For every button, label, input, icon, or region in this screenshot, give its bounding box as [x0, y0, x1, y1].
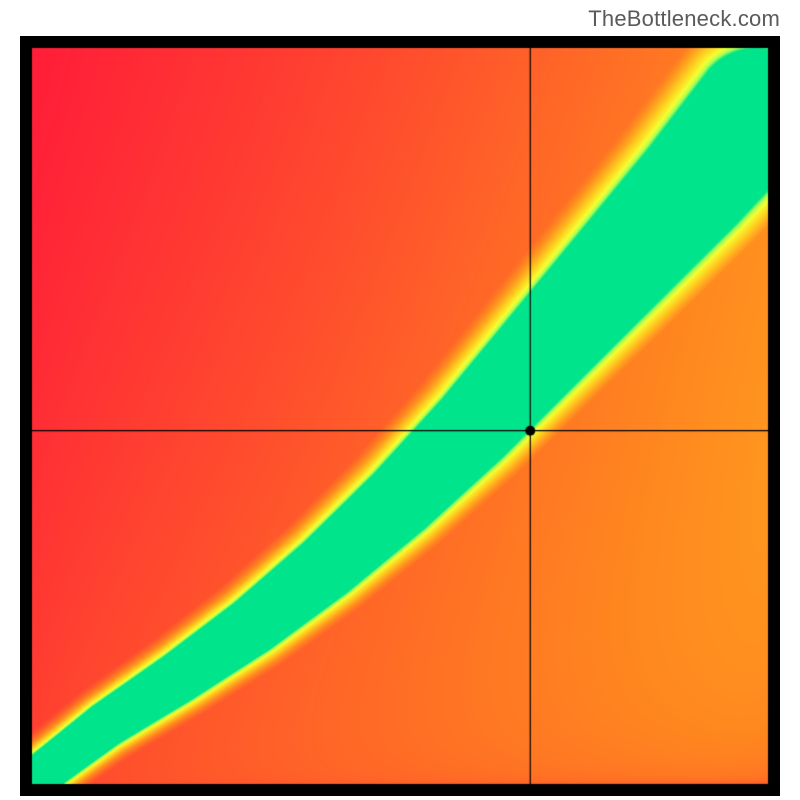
bottleneck-heatmap: [20, 36, 780, 796]
chart-container: TheBottleneck.com: [0, 0, 800, 800]
plot-frame: [20, 36, 780, 796]
watermark-text: TheBottleneck.com: [588, 6, 780, 32]
